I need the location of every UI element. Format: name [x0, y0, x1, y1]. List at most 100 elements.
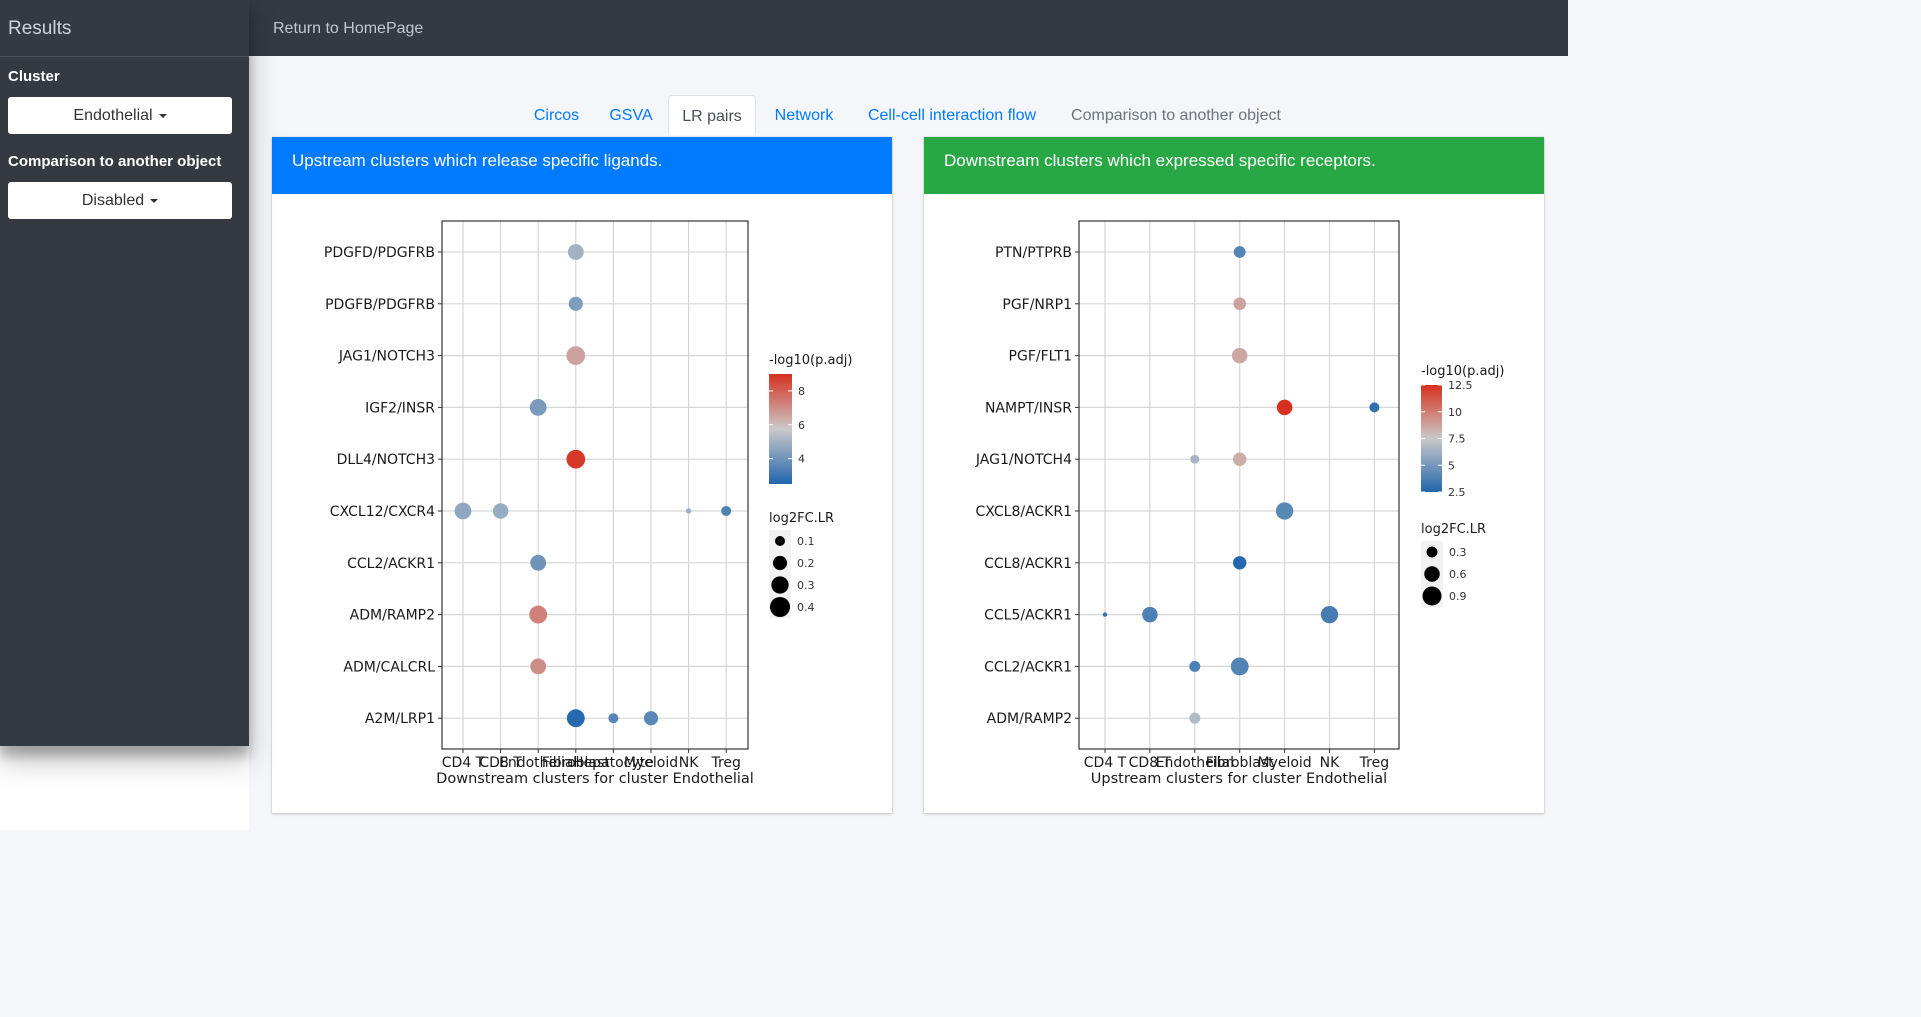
data-point [1233, 297, 1247, 311]
tab-network[interactable]: Network [774, 107, 834, 124]
downstream-card-header: Downstream clusters which expressed spec… [924, 137, 1544, 194]
y-tick-label: JAG1/NOTCH3 [338, 349, 435, 365]
color-legend-bar [1421, 385, 1442, 492]
data-point [566, 449, 586, 469]
x-tick-label: CD8 T [1129, 755, 1172, 771]
data-point [529, 399, 547, 416]
data-point [530, 658, 547, 675]
data-point [1233, 246, 1246, 258]
data-point [1320, 605, 1339, 624]
data-point [1231, 347, 1248, 364]
plot-border [441, 220, 749, 750]
data-point [643, 711, 659, 726]
downstream-card: Downstream clusters which expressed spec… [924, 137, 1544, 813]
comparison-dropdown[interactable]: Disabled [8, 182, 232, 219]
x-tick-label: CD4 T [1084, 755, 1127, 771]
tab-bar: Circos GSVA LR pairs Network Cell-cell i… [249, 95, 1568, 135]
size-legend-label: 0.9 [1449, 590, 1467, 603]
return-home-link[interactable]: Return to HomePage [273, 20, 424, 37]
data-point [1230, 657, 1249, 676]
size-legend-point [1424, 566, 1440, 582]
data-point [1142, 606, 1158, 623]
tab-lr-pairs[interactable]: LR pairs [668, 95, 756, 135]
color-legend-title: -log10(p.adj) [1421, 364, 1504, 379]
y-tick-label: NAMPT/INSR [985, 400, 1072, 416]
color-legend-bar [769, 374, 792, 484]
y-tick-label: IGF2/INSR [365, 400, 435, 416]
cluster-dropdown[interactable]: Endothelial [8, 97, 232, 134]
sidebar-footer-space [0, 746, 249, 830]
x-tick-label: NK [679, 755, 699, 771]
x-axis-title: Upstream clusters for cluster Endothelia… [1091, 771, 1387, 787]
size-legend-label: 0.3 [1449, 546, 1467, 559]
size-legend-point [775, 536, 785, 546]
color-legend-tick-label: 2.5 [1448, 486, 1466, 499]
y-tick-label: ADM/RAMP2 [350, 608, 435, 624]
x-tick-label: Fibroblast [1206, 755, 1274, 771]
data-point [608, 713, 619, 724]
color-legend-tick-label: 12.5 [1448, 379, 1473, 392]
size-legend-title: log2FC.LR [769, 511, 834, 526]
cluster-dropdown-value: Endothelial [73, 107, 153, 124]
x-tick-label: Myeloid [1257, 755, 1311, 771]
y-tick-label: DLL4/NOTCH3 [337, 452, 435, 468]
y-tick-label: CCL5/ACKR1 [984, 608, 1072, 624]
data-point [566, 709, 585, 728]
x-tick-label: Hepatocyte [573, 755, 654, 771]
sidebar-brand: Results [0, 0, 249, 57]
x-tick-label: NK [1320, 755, 1340, 771]
y-tick-label: CXCL12/CXCR4 [330, 504, 435, 520]
comparison-dropdown-value: Disabled [81, 192, 145, 209]
size-legend-label: 0.6 [1449, 568, 1467, 581]
size-legend-point [770, 597, 790, 617]
size-legend-point [1422, 586, 1442, 606]
comparison-label: Comparison to another object [8, 153, 222, 170]
data-point [1189, 712, 1201, 724]
y-tick-label: PDGFB/PDGFRB [325, 297, 435, 313]
y-tick-label: CCL2/ACKR1 [347, 556, 435, 572]
data-point [529, 605, 548, 624]
sidebar: Results Cluster Endothelial Comparison t… [0, 0, 249, 746]
color-legend-title: -log10(p.adj) [769, 353, 852, 368]
top-navbar: Return to HomePage [249, 0, 1568, 56]
color-legend-tick-label: 7.5 [1448, 433, 1466, 446]
y-tick-label: ADM/RAMP2 [987, 711, 1072, 727]
size-legend-label: 0.4 [797, 601, 815, 614]
tab-gsva[interactable]: GSVA [609, 107, 653, 124]
tab-comparison: Comparison to another object [1071, 107, 1281, 124]
color-legend-tick-label: 4 [798, 453, 805, 466]
data-point [530, 554, 547, 571]
data-point [492, 503, 509, 519]
tab-circos[interactable]: Circos [533, 107, 580, 124]
x-tick-label: Myeloid [624, 755, 678, 771]
y-tick-label: ADM/CALCRL [343, 659, 435, 675]
upstream-card: Upstream clusters which release specific… [272, 137, 892, 813]
size-legend-point [772, 555, 788, 571]
data-point [568, 296, 583, 311]
x-tick-label: Treg [1359, 755, 1389, 771]
x-axis-title: Downstream clusters for cluster Endothel… [436, 771, 754, 787]
data-point [1190, 454, 1200, 464]
upstream-card-header: Upstream clusters which release specific… [272, 137, 892, 194]
y-tick-label: CCL8/ACKR1 [984, 556, 1072, 572]
y-tick-label: JAG1/NOTCH4 [975, 452, 1072, 468]
data-point [1275, 502, 1294, 520]
tab-cell-cell-interaction-flow[interactable]: Cell-cell interaction flow [867, 107, 1037, 124]
y-tick-label: PDGFD/PDGFRB [324, 245, 435, 261]
plot-border [1078, 220, 1400, 750]
y-tick-label: CXCL8/ACKR1 [976, 504, 1072, 520]
size-legend-label: 0.2 [797, 557, 815, 570]
color-legend-tick-label: 6 [798, 419, 805, 432]
y-tick-label: PTN/PTPRB [995, 245, 1072, 261]
caret-down-icon [158, 113, 167, 118]
x-tick-label: Endothelial [1156, 755, 1234, 771]
x-tick-label: CD8 T [479, 755, 522, 771]
data-point [566, 346, 586, 365]
size-legend-point [771, 576, 789, 594]
x-tick-label: Fibroblast [542, 755, 610, 771]
y-tick-label: PGF/FLT1 [1009, 349, 1072, 365]
plot-panel [442, 221, 748, 749]
color-legend-tick-label: 5 [1448, 459, 1455, 472]
